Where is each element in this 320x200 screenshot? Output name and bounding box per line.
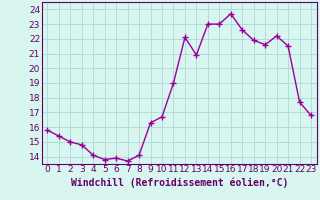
X-axis label: Windchill (Refroidissement éolien,°C): Windchill (Refroidissement éolien,°C)	[70, 177, 288, 188]
